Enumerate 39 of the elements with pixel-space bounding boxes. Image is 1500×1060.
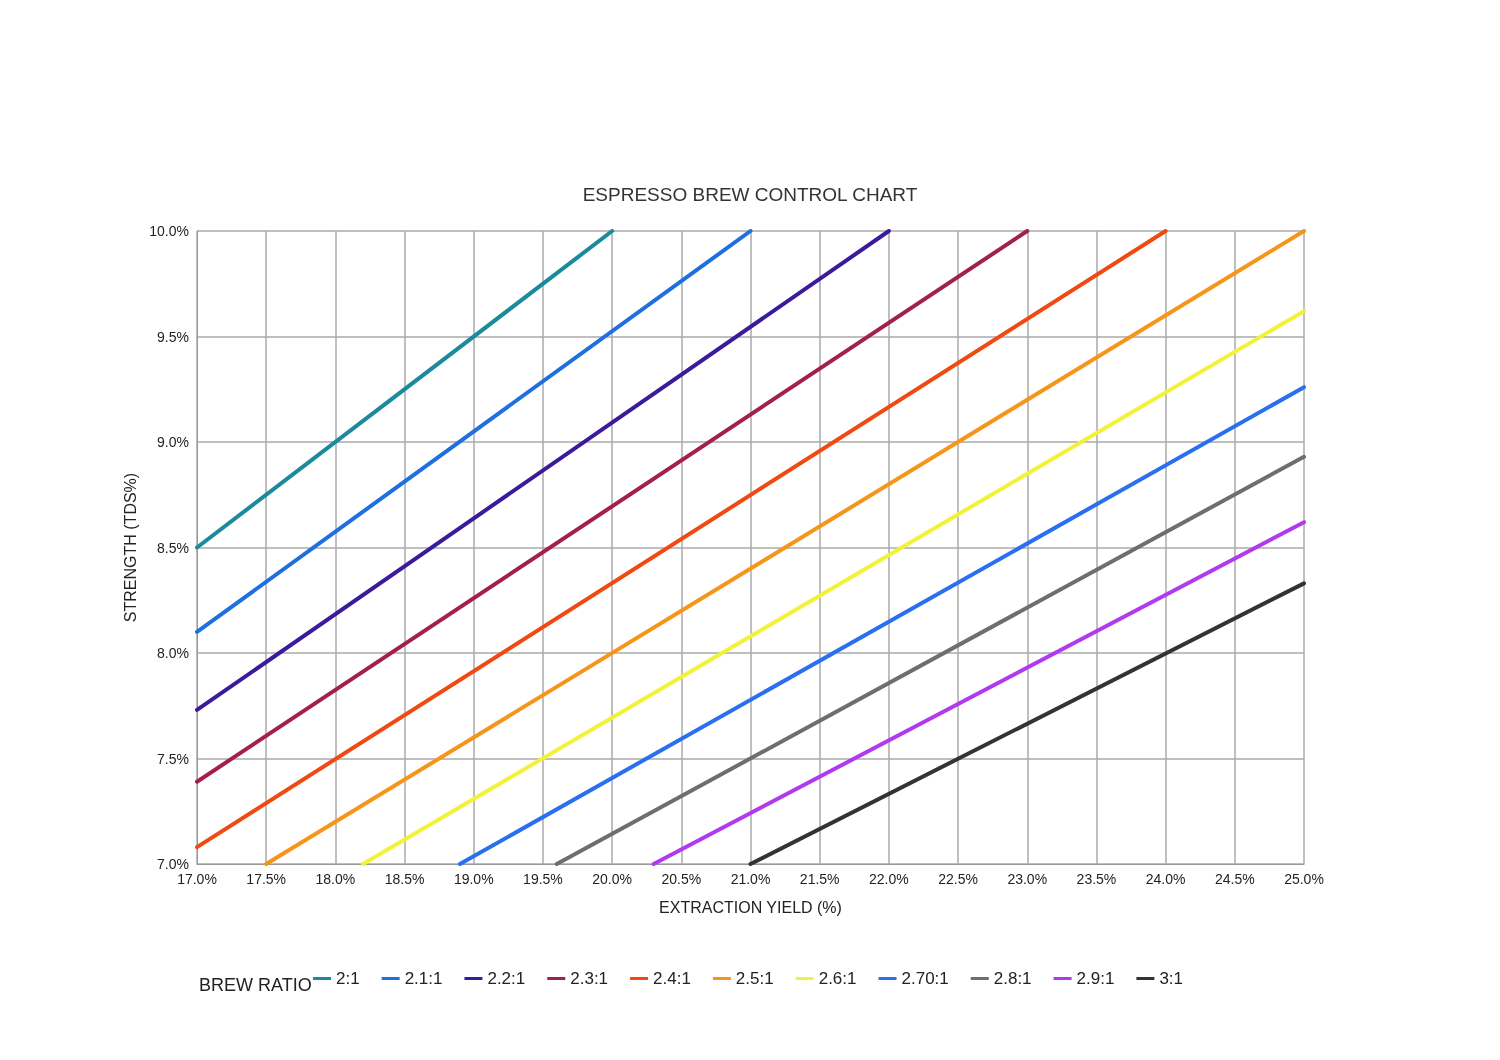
x-tick-label: 22.5%: [938, 871, 978, 887]
x-tick-label: 23.5%: [1076, 871, 1117, 887]
x-tick-label: 24.5%: [1214, 871, 1255, 887]
y-tick-label: 7.0%: [157, 856, 189, 872]
y-tick-label: 10.0%: [149, 223, 189, 239]
x-tick-label: 19.0%: [453, 871, 494, 887]
legend-title: BREW RATIO: [199, 975, 312, 995]
x-tick-label: 19.5%: [523, 871, 563, 887]
y-tick-label: 9.5%: [157, 328, 189, 345]
y-tick-label: 9.0%: [157, 434, 189, 450]
x-tick-label: 17.5%: [246, 871, 287, 887]
y-tick-label: 7.5%: [157, 750, 189, 767]
x-tick-label: 20.0%: [592, 871, 632, 887]
legend-label: 3:1: [1159, 969, 1184, 988]
legend-label: 2.3:1: [570, 969, 609, 988]
y-axis-title: STRENGTH (TDS%): [121, 472, 139, 623]
x-tick-label: 25.0%: [1284, 871, 1324, 887]
y-tick-label: 8.0%: [157, 645, 189, 661]
legend-label: 2.5:1: [735, 969, 774, 988]
chart-title: ESPRESSO BREW CONTROL CHART: [582, 184, 918, 205]
legend-label: 2:1: [336, 969, 360, 988]
x-tick-label: 21.0%: [730, 871, 771, 887]
x-tick-label: 18.0%: [315, 871, 356, 887]
x-tick-label: 21.5%: [799, 871, 840, 887]
x-tick-label: 22.0%: [869, 871, 909, 887]
legend-label: 2.6:1: [818, 969, 857, 988]
x-tick-label: 20.5%: [661, 871, 702, 887]
legend-label: 2.8:1: [993, 969, 1032, 988]
legend-label: 2.4:1: [653, 969, 691, 988]
x-tick-label: 24.0%: [1145, 871, 1186, 887]
y-tick-label: 8.5%: [157, 539, 189, 556]
legend-label: 2.2:1: [487, 969, 526, 988]
legend-label: 2.9:1: [1076, 969, 1115, 988]
x-axis-title: EXTRACTION YIELD (%): [659, 898, 842, 916]
x-tick-label: 18.5%: [384, 871, 425, 887]
legend-label: 2.1:1: [404, 969, 443, 988]
x-tick-label: 23.0%: [1007, 871, 1048, 887]
legend-label: 2.70:1: [901, 969, 949, 988]
x-tick-label: 17.0%: [177, 871, 217, 887]
